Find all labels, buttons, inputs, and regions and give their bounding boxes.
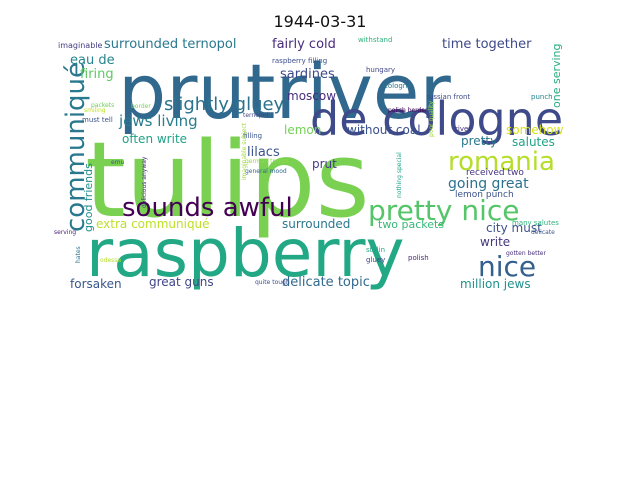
- word: write: [480, 235, 510, 249]
- word: must tell: [82, 116, 113, 124]
- word: german troops: [245, 158, 289, 165]
- word: forsaken: [70, 277, 122, 291]
- word: hungary: [366, 66, 395, 74]
- word: packets: [91, 102, 114, 109]
- word: jews living: [118, 112, 198, 130]
- word: sardines: [280, 67, 335, 82]
- word: great guns: [149, 275, 214, 289]
- word: tulips: [85, 119, 370, 241]
- word: going great: [448, 176, 529, 192]
- word: slightly gluey: [164, 94, 285, 115]
- word: delicate: [531, 229, 555, 236]
- word: imaginable: [58, 41, 102, 50]
- word: imaginable subject: [241, 122, 248, 180]
- word: ternopol: [243, 112, 268, 119]
- word: hates: [75, 246, 82, 263]
- word: nothing special: [396, 152, 403, 198]
- word: smiling: [84, 107, 106, 114]
- word: two packets: [378, 218, 444, 231]
- word: surrounded: [282, 217, 350, 231]
- word: lemon: [284, 123, 321, 137]
- word: river: [455, 125, 471, 133]
- word: moscow: [287, 89, 336, 103]
- word: good friends: [82, 163, 95, 232]
- word: delicious anyway: [141, 156, 148, 208]
- word: gotten better: [506, 250, 546, 257]
- word: somehow: [506, 123, 564, 137]
- word: punch: [531, 93, 553, 101]
- word: fairly cold: [272, 37, 336, 52]
- word: raspberry: [86, 215, 405, 292]
- word: million jews: [460, 277, 531, 291]
- word: de cologne: [310, 92, 563, 146]
- word: city must: [486, 221, 542, 235]
- word: delicate topic: [282, 275, 370, 290]
- word: lemon punch: [455, 190, 514, 200]
- word: surrounded ternopol: [104, 37, 236, 52]
- word: emu: [111, 159, 125, 166]
- word: pretty: [461, 134, 497, 148]
- word: border: [131, 103, 151, 110]
- chart-title: 1944-03-31: [273, 12, 367, 31]
- word: time together: [442, 37, 532, 52]
- word: polish border: [388, 107, 428, 114]
- word: sounds awful: [122, 193, 293, 223]
- word: without coal: [347, 123, 421, 137]
- word: pretty nice: [368, 194, 519, 227]
- word: poor quality: [428, 101, 435, 137]
- word: received two: [466, 168, 524, 178]
- word: filling: [243, 132, 262, 140]
- word: raspberry filling: [272, 57, 327, 65]
- word: polish: [408, 254, 429, 262]
- word: stalin: [366, 246, 385, 254]
- word: serving: [54, 229, 76, 236]
- word: firing: [80, 67, 114, 82]
- word: russian front: [426, 93, 470, 101]
- word: communiqué: [61, 62, 91, 232]
- word: romania: [448, 147, 555, 177]
- word: cologne: [384, 82, 412, 90]
- word: prut: [312, 157, 337, 171]
- word: odessa: [100, 257, 121, 264]
- word: one serving: [550, 43, 563, 108]
- word: quite tough: [255, 279, 290, 286]
- word: lilacs: [247, 145, 280, 160]
- word: general mood: [245, 168, 287, 175]
- word: extra communiqué: [96, 217, 210, 231]
- word: eau de: [70, 53, 115, 68]
- word: gluey: [366, 256, 385, 264]
- word: prutriver: [118, 47, 452, 136]
- word: many salutes: [512, 219, 559, 227]
- word: often write: [122, 132, 187, 146]
- word: withstand: [358, 36, 392, 44]
- word: nice: [478, 250, 536, 283]
- word: salutes: [512, 135, 555, 149]
